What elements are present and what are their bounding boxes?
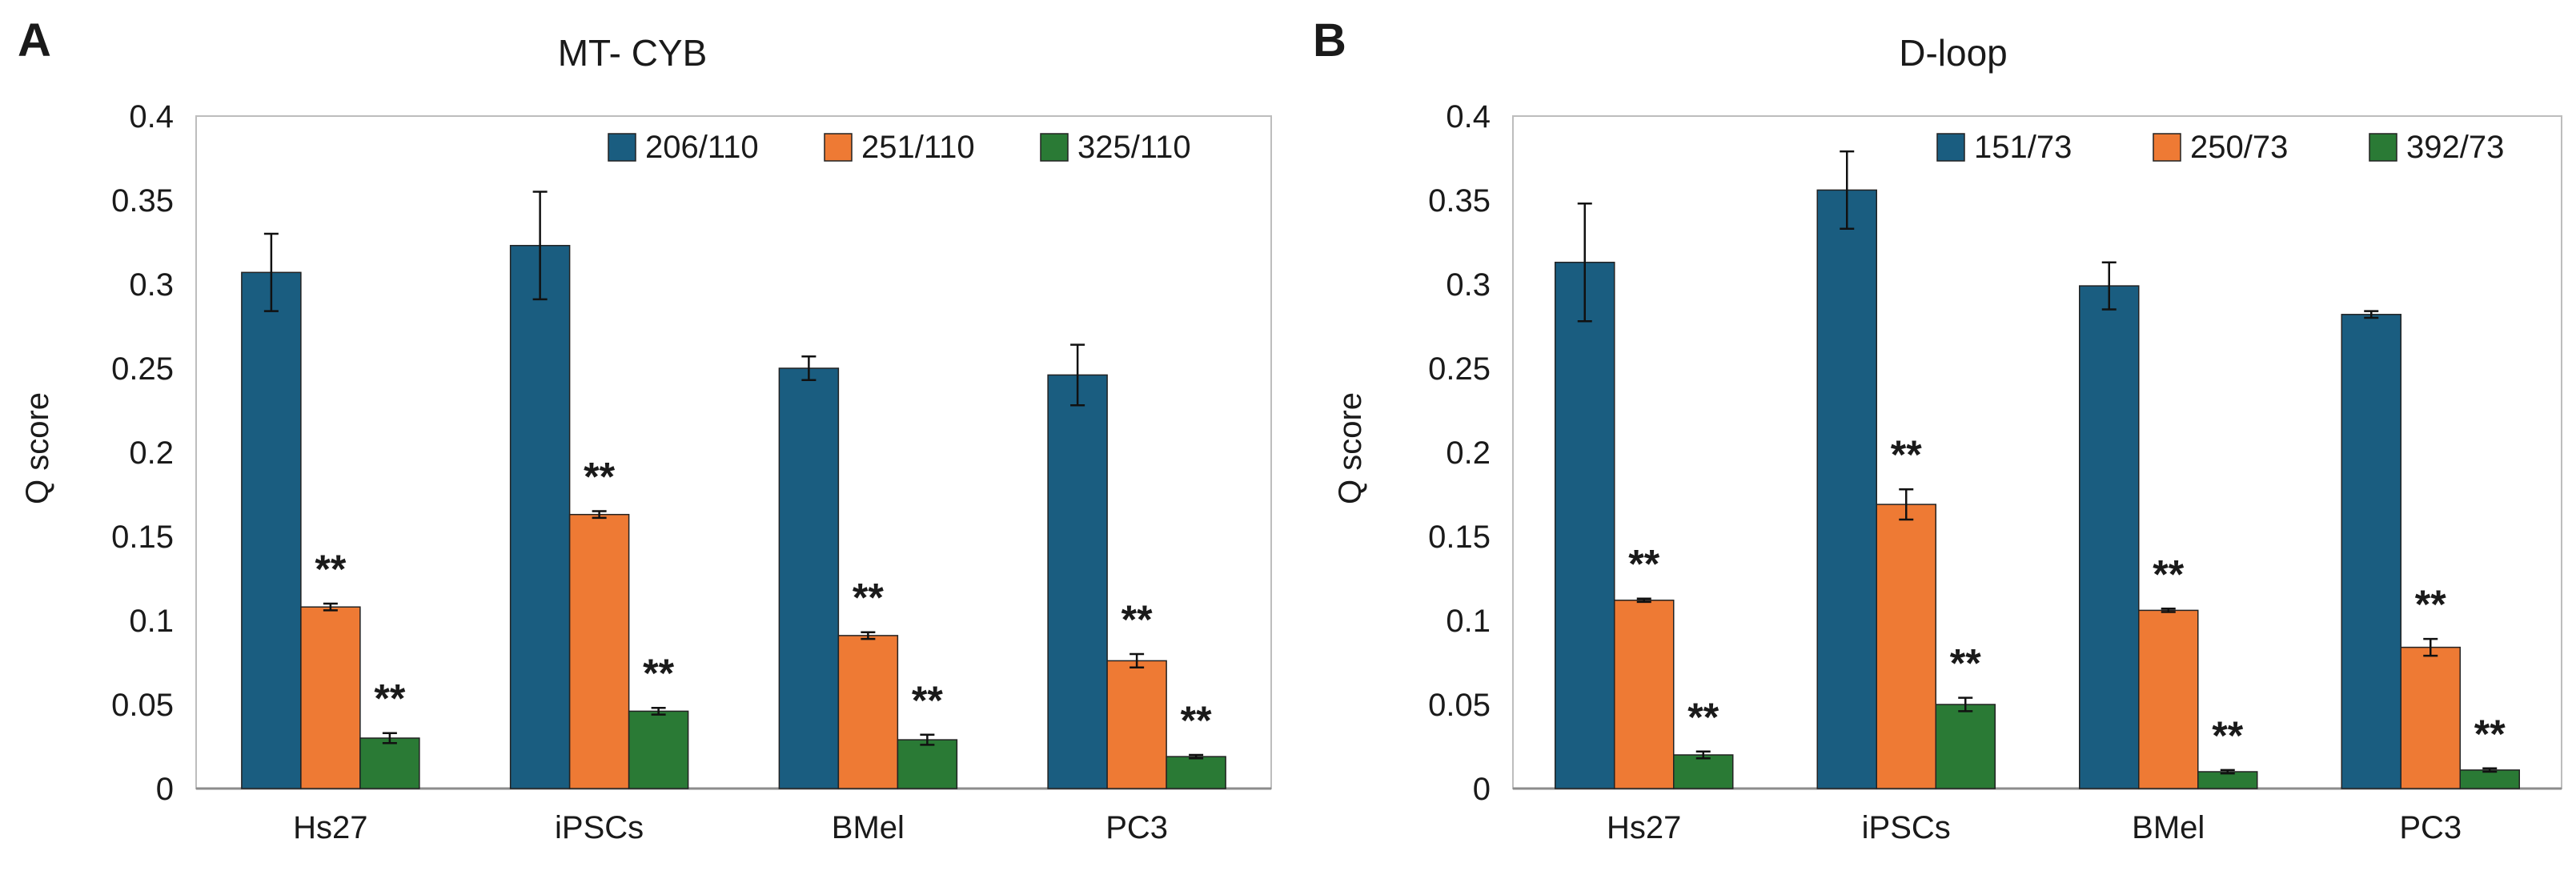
y-tick-label-a: 0.05 (111, 688, 174, 723)
bar (1876, 504, 1936, 789)
panel-b: B D-loop Q score 00.050.10.150.20.250.30… (1313, 14, 2562, 845)
chart-title-a: MT- CYB (558, 32, 708, 74)
significance-label: ** (2212, 713, 2243, 758)
bar (2400, 646, 2461, 789)
y-tick-label-b: 0.35 (1428, 183, 1491, 219)
x-tick-label-a: BMel (832, 810, 905, 845)
y-tick-label-b: 0.05 (1428, 688, 1491, 723)
x-tick-label-a: iPSCs (555, 810, 644, 845)
significance-label: ** (912, 678, 943, 723)
bar (241, 271, 302, 789)
significance-label: ** (643, 651, 674, 696)
bar (1935, 704, 1996, 789)
y-tick-label-a: 0.4 (129, 99, 174, 134)
y-tick-label-a: 0.35 (111, 183, 174, 219)
y-tick-label-b: 0 (1473, 772, 1491, 807)
significance-label: ** (1628, 542, 1659, 587)
bar (509, 244, 571, 789)
significance-label: ** (853, 576, 884, 620)
legend-swatch (2153, 133, 2181, 162)
significance-label: ** (584, 455, 615, 500)
legend-label: 250/73 (2190, 130, 2288, 165)
x-tick-label-b: BMel (2132, 810, 2205, 845)
y-tick-label-a: 0.25 (111, 351, 174, 387)
y-tick-label-a: 0 (156, 772, 174, 807)
significance-label: ** (1891, 432, 1922, 477)
x-tick-label-a: PC3 (1105, 810, 1168, 845)
y-tick-label-a: 0.15 (111, 520, 174, 555)
bar (897, 739, 958, 789)
bar (1614, 600, 1675, 789)
significance-label: ** (2415, 582, 2446, 627)
legend-label: 392/73 (2406, 130, 2504, 165)
panel-letter-b: B (1313, 14, 1346, 66)
bar (2079, 285, 2140, 789)
y-tick-label-a: 0.1 (129, 604, 174, 639)
y-tick-label-b: 0.4 (1446, 99, 1491, 134)
significance-label: ** (1121, 597, 1153, 642)
legend-swatch (2369, 133, 2397, 162)
panel-letter-a: A (18, 14, 51, 66)
bar (837, 635, 899, 789)
legend-label: 325/110 (1077, 130, 1191, 165)
y-tick-label-b: 0.15 (1428, 520, 1491, 555)
panel-a: A MT- CYB Q score 0 0.05 0.1 0.15 0.2 0.25 0.3… (18, 14, 1272, 845)
legend-swatch (1936, 133, 1965, 162)
bar (2459, 769, 2520, 789)
significance-label: ** (2474, 712, 2506, 757)
y-axis-label-b: Q score (1333, 392, 1368, 504)
bar (778, 367, 840, 789)
x-tick-label-b: iPSCs (1862, 810, 1951, 845)
y-tick-label-b: 0.25 (1428, 351, 1491, 387)
significance-label: ** (1687, 695, 1719, 740)
significance-label: ** (315, 547, 346, 592)
significance-label: ** (1950, 641, 1981, 686)
legend-swatch (608, 133, 636, 162)
y-tick-label-b: 0.2 (1446, 435, 1491, 471)
bar (1816, 189, 1877, 789)
y-tick-label-b: 0.3 (1446, 267, 1491, 303)
bar (628, 710, 689, 789)
bar (1106, 660, 1167, 789)
legend-swatch (824, 133, 853, 162)
x-tick-label-b: Hs27 (1607, 810, 1681, 845)
bar (1166, 756, 1226, 789)
legend-swatch (1040, 133, 1069, 162)
x-tick-label-b: PC3 (2399, 810, 2462, 845)
bar (1047, 374, 1108, 789)
bar (1555, 261, 1615, 789)
bar (2341, 314, 2401, 789)
y-tick-label-a: 0.2 (129, 435, 174, 471)
bar (359, 737, 420, 789)
legend-label: 206/110 (645, 130, 759, 165)
y-axis-label-a: Q score (20, 392, 55, 504)
significance-label: ** (1181, 698, 1212, 743)
bar (568, 513, 630, 789)
bar (300, 606, 361, 789)
significance-label: ** (374, 676, 405, 721)
bar (2138, 609, 2199, 789)
y-tick-label-a: 0.3 (129, 267, 174, 303)
chart-title-b: D-loop (1899, 32, 2008, 74)
bar (1673, 754, 1734, 789)
significance-label: ** (2153, 552, 2184, 596)
legend-label: 151/73 (1974, 130, 2072, 165)
plot-area-b: 0 0.05 0.1 0.15 0.2 0.25 0.3 0.35 0.4 Hs27 ** ** iPS… (1428, 99, 2562, 845)
x-tick-label-a: Hs27 (293, 810, 367, 845)
y-tick-label-b: 0.1 (1446, 604, 1491, 639)
plot-area-a: 0 0.05 0.1 0.15 0.2 0.25 0.3 0.35 0.4 Hs27 ** ** iPS… (111, 99, 1272, 845)
legend-label: 251/110 (861, 130, 975, 165)
